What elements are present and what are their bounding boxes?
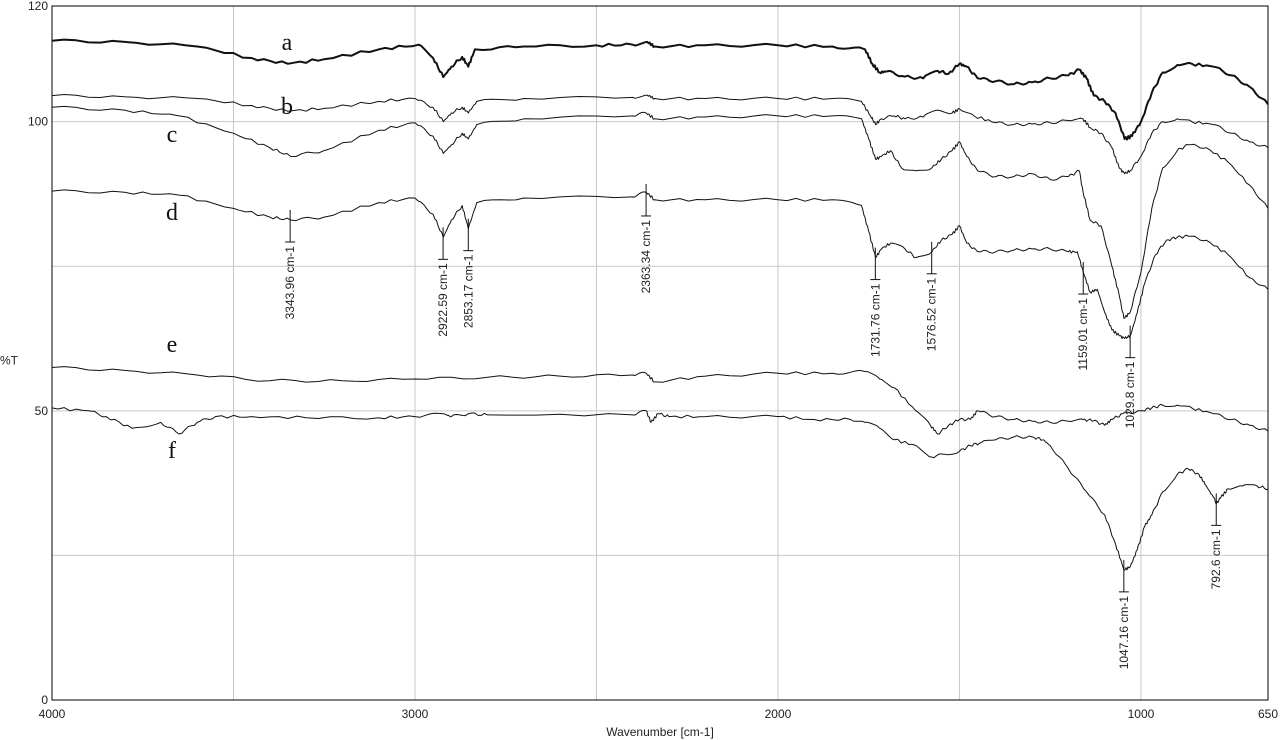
x-tick-label: 650 bbox=[1258, 707, 1278, 721]
y-tick-label: 100 bbox=[28, 115, 48, 129]
series-line-b bbox=[51, 94, 1269, 175]
peak-label: 1029.8 cm-1 bbox=[1123, 361, 1137, 428]
peak-label: 1731.76 cm-1 bbox=[868, 283, 882, 357]
series-labels: a b c d e f bbox=[166, 30, 293, 464]
series-line-f bbox=[51, 407, 1269, 571]
peak-label: 2922.59 cm-1 bbox=[436, 263, 450, 337]
series-label-c: c bbox=[167, 122, 178, 148]
x-axis-title: Wavenumber [cm-1] bbox=[606, 725, 714, 739]
axis-ticks: 4000 3000 2000 1000 650 0 50 100 120 bbox=[28, 0, 1278, 721]
peak-label: 1159.01 cm-1 bbox=[1076, 298, 1090, 371]
series-label-b: b bbox=[281, 94, 293, 120]
y-tick-label: 120 bbox=[28, 0, 48, 13]
peak-label: 3343.96 cm-1 bbox=[283, 246, 297, 320]
peak-label: 792.6 cm-1 bbox=[1209, 529, 1223, 589]
x-tick-label: 3000 bbox=[402, 707, 429, 721]
y-tick-label: 50 bbox=[35, 404, 49, 418]
series-line-c bbox=[51, 105, 1269, 319]
x-tick-label: 1000 bbox=[1128, 707, 1155, 721]
peak-annotations: 3343.96 cm-1 2922.59 cm-1 2853.17 cm-1 2363… bbox=[283, 183, 1223, 670]
series-label-a: a bbox=[282, 30, 293, 56]
series-line-a bbox=[51, 38, 1269, 141]
peak-label: 2363.34 cm-1 bbox=[639, 220, 653, 294]
x-tick-label: 4000 bbox=[39, 707, 66, 721]
peak-label: 2853.17 cm-1 bbox=[461, 254, 475, 328]
plot-frame bbox=[51, 5, 1269, 701]
series-label-f: f bbox=[168, 438, 176, 464]
series-label-d: d bbox=[166, 200, 178, 226]
x-tick-label: 2000 bbox=[765, 707, 792, 721]
y-axis-title: %T bbox=[0, 354, 19, 368]
peak-label: 1047.16 cm-1 bbox=[1117, 596, 1131, 670]
series-label-e: e bbox=[167, 332, 178, 358]
peak-label: 1576.52 cm-1 bbox=[925, 277, 939, 351]
series-line-e bbox=[51, 366, 1269, 435]
y-tick-label: 0 bbox=[41, 693, 48, 707]
